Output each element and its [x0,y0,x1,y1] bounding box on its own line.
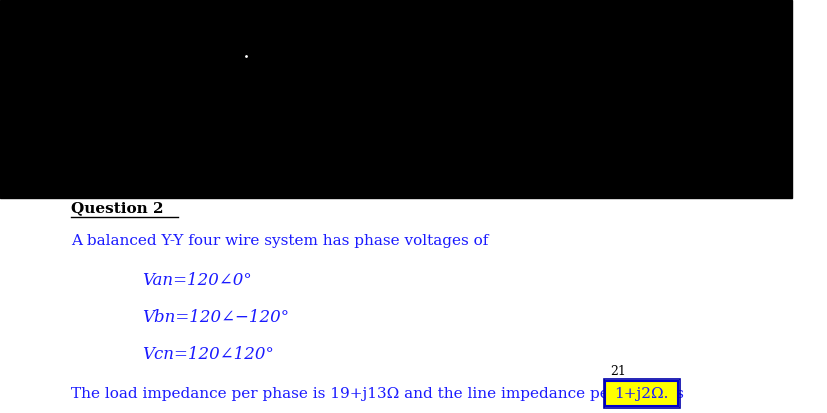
Text: The load impedance per phase is 19+j13Ω and the line impedance per phase is: The load impedance per phase is 19+j13Ω … [71,387,689,401]
Text: Vbn=120∠−120°: Vbn=120∠−120° [142,309,289,326]
Text: 1+j2Ω.: 1+j2Ω. [614,387,668,401]
Text: Question 2: Question 2 [71,201,164,215]
Text: Vcn=120∠120°: Vcn=120∠120° [142,347,275,363]
Text: Van=120∠0°: Van=120∠0° [142,272,252,289]
Text: 21: 21 [610,366,626,378]
FancyBboxPatch shape [0,0,792,198]
FancyBboxPatch shape [605,381,677,406]
Text: A balanced Y-Y four wire system has phase voltages of: A balanced Y-Y four wire system has phas… [71,234,489,248]
